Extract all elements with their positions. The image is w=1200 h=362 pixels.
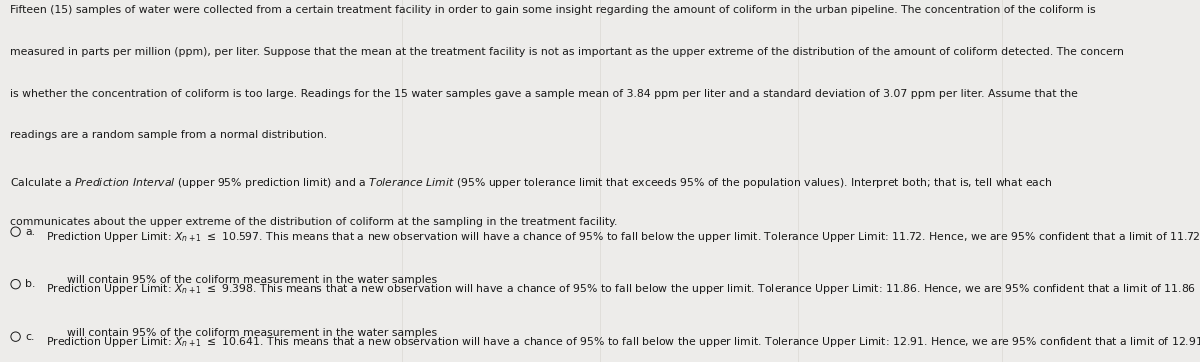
Text: Prediction Upper Limit: $X_{n+1}$ $\leq$ 10.597. This means that a new observati: Prediction Upper Limit: $X_{n+1}$ $\leq$… bbox=[46, 230, 1200, 244]
Text: is whether the concentration of coliform is too large. Readings for the 15 water: is whether the concentration of coliform… bbox=[10, 89, 1078, 99]
Text: readings are a random sample from a normal distribution.: readings are a random sample from a norm… bbox=[10, 130, 326, 140]
Text: b.: b. bbox=[25, 279, 36, 289]
Text: Prediction Upper Limit: $X_{n+1}$ $\leq$ 9.398. This means that a new observatio: Prediction Upper Limit: $X_{n+1}$ $\leq$… bbox=[46, 282, 1195, 296]
Text: measured in parts per million (ppm), per liter. Suppose that the mean at the tre: measured in parts per million (ppm), per… bbox=[10, 47, 1123, 57]
Text: will contain 95% of the coliform measurement in the water samples: will contain 95% of the coliform measure… bbox=[67, 328, 437, 338]
Text: a.: a. bbox=[25, 227, 35, 237]
Text: will contain 95% of the coliform measurement in the water samples: will contain 95% of the coliform measure… bbox=[67, 275, 437, 285]
Text: communicates about the upper extreme of the distribution of coliform at the samp: communicates about the upper extreme of … bbox=[10, 217, 617, 227]
Text: Prediction Upper Limit: $X_{n+1}$ $\leq$ 10.641. This means that a new observati: Prediction Upper Limit: $X_{n+1}$ $\leq$… bbox=[46, 335, 1200, 349]
Text: Fifteen (15) samples of water were collected from a certain treatment facility i: Fifteen (15) samples of water were colle… bbox=[10, 5, 1096, 16]
Text: Calculate a $\it{Prediction\ Interval}$ (upper 95% prediction limit) and a $\it{: Calculate a $\it{Prediction\ Interval}$ … bbox=[10, 176, 1052, 190]
Text: c.: c. bbox=[25, 332, 35, 342]
